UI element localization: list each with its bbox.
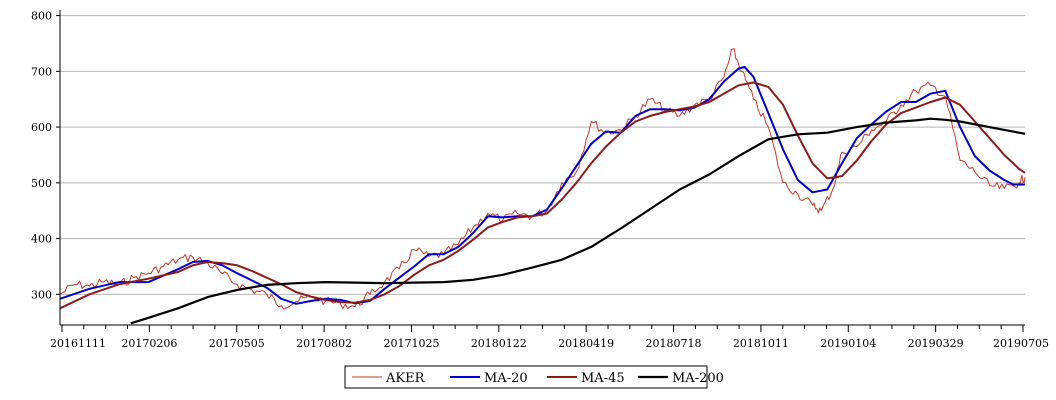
legend: AKER MA-20 MA-45 MA-200 xyxy=(344,365,724,389)
x-tick-label: 20190329 xyxy=(908,337,964,350)
axes xyxy=(59,10,1025,326)
x-tick-label: 20170505 xyxy=(209,337,265,350)
legend-label-ma-45: MA-45 xyxy=(581,371,625,386)
x-tick-label: 20180718 xyxy=(646,337,702,350)
x-tick-label: 20190705 xyxy=(993,337,1049,350)
series-line-ma-45 xyxy=(59,81,1026,310)
legend-label-aker: AKER xyxy=(385,371,426,386)
series-lines xyxy=(59,48,1026,325)
legend-label-ma-200: MA-200 xyxy=(672,371,724,386)
x-tick-label: 20161111 xyxy=(50,337,106,350)
y-tick-label: 600 xyxy=(31,121,52,134)
x-axis-ticks: 20161111 20170206 20170505 20170802 20171025… xyxy=(50,325,1049,350)
y-tick-label: 800 xyxy=(31,10,52,23)
legend-label-ma-20: MA-20 xyxy=(484,371,528,386)
legend-box xyxy=(344,365,708,389)
x-tick-label: 20171025 xyxy=(383,337,439,350)
grid-lines xyxy=(60,15,1025,295)
series-line-ma-200 xyxy=(130,117,1026,325)
y-axis-ticks: 300 400 500 600 700 800 xyxy=(31,10,60,301)
x-tick-label: 20180419 xyxy=(558,337,614,350)
y-tick-label: 700 xyxy=(31,65,52,78)
series-line-ma-20 xyxy=(59,65,1025,305)
x-tick-label: 20180122 xyxy=(471,337,527,350)
y-tick-label: 500 xyxy=(31,177,52,190)
x-tick-label: 20190104 xyxy=(820,337,876,350)
y-tick-label: 400 xyxy=(31,233,52,246)
series-line-aker xyxy=(59,48,1026,310)
x-tick-label: 20181011 xyxy=(733,337,789,350)
x-tick-label: 20170206 xyxy=(121,337,177,350)
x-tick-label: 20170802 xyxy=(296,337,352,350)
y-tick-label: 300 xyxy=(31,288,52,301)
